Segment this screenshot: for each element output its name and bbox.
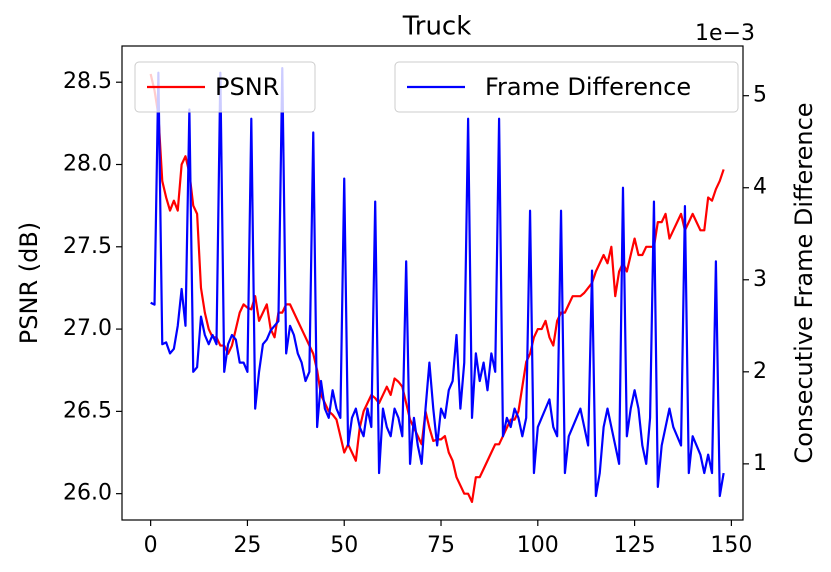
legend-label: PSNR [215, 73, 279, 101]
chart-title: Truck [402, 12, 472, 42]
x-tick-label: 100 [517, 533, 559, 558]
y-tick-label: 28.5 [63, 69, 112, 94]
y2-tick-label: 1 [753, 451, 767, 476]
y-tick-label: 26.0 [63, 481, 112, 506]
x-tick-label: 0 [144, 533, 158, 558]
y2-tick-label: 5 [753, 83, 767, 108]
legend-box [134, 61, 316, 113]
x-tick-label: 50 [330, 533, 358, 558]
x-tick-label: 150 [710, 533, 752, 558]
plot-frame [121, 45, 744, 521]
y-tick-label: 27.5 [63, 234, 112, 259]
x-tick-label: 25 [233, 533, 261, 558]
y-axis-label: PSNR (dB) [15, 222, 43, 344]
y-tick-label: 28.0 [63, 152, 112, 177]
y2-tick-label: 3 [753, 267, 767, 292]
x-tick-label: 75 [427, 533, 455, 558]
series-line [150, 66, 725, 498]
y2-tick-label: 4 [753, 175, 767, 200]
y2-tick-label: 2 [753, 359, 767, 384]
legend-box [394, 61, 739, 113]
y2-axis-label: Consecutive Frame Difference [790, 102, 818, 463]
legend-label: Frame Difference [485, 73, 691, 101]
x-tick-label: 125 [614, 533, 656, 558]
y-tick-label: 27.0 [63, 316, 112, 341]
y2-offset: 1e−3 [695, 21, 755, 46]
y-tick-label: 26.5 [63, 398, 112, 423]
